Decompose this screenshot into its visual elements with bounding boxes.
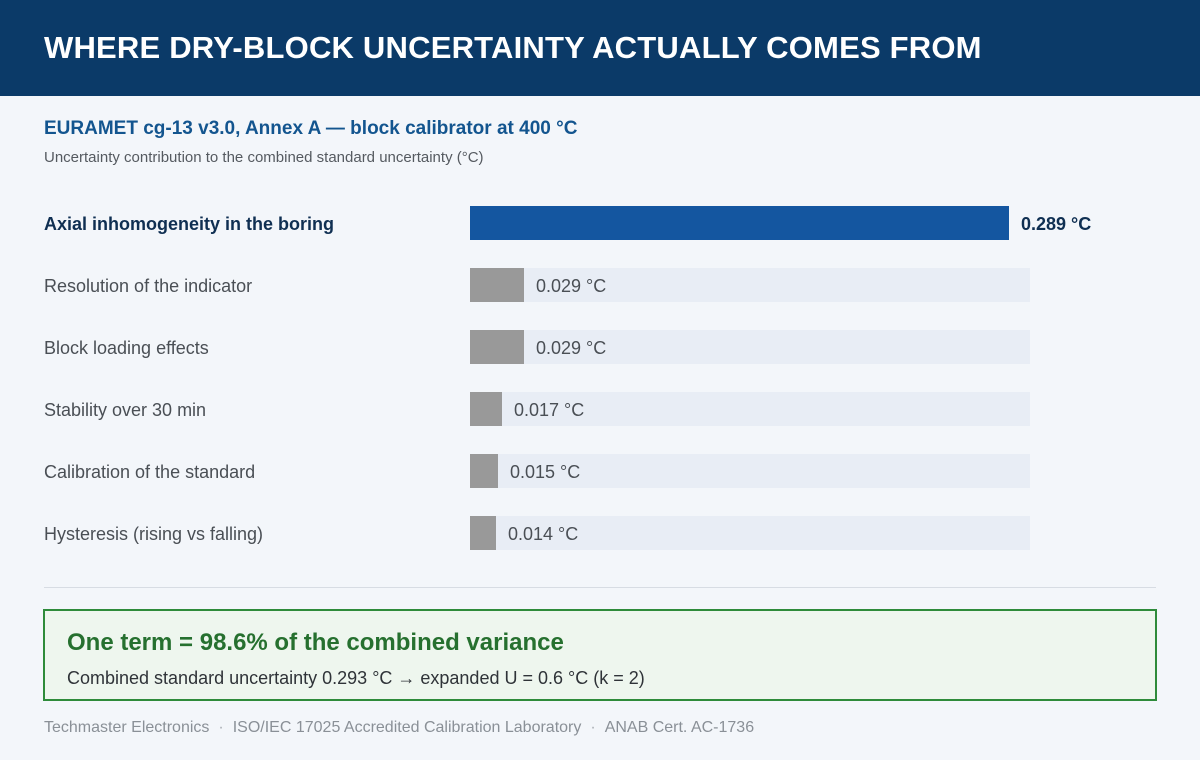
footer-separator: · [590, 719, 596, 736]
chart-title: EURAMET cg-13 v3.0, Annex A — block cali… [44, 118, 578, 139]
footer-lab: ISO/IEC 17025 Accredited Calibration Lab… [232, 719, 582, 736]
bar [470, 454, 498, 488]
callout-body: Combined standard uncertainty 0.293 °C →… [67, 668, 645, 688]
footer-cert: ANAB Cert. AC-1736 [604, 719, 755, 736]
bar-category-label: Resolution of the indicator [44, 276, 253, 296]
bar-category-label: Hysteresis (rising vs falling) [44, 524, 264, 544]
bar-category-label: Block loading effects [44, 338, 209, 358]
bar [470, 330, 524, 364]
bar-value-label: 0.014 °C [508, 524, 579, 544]
bar-category-label: Calibration of the standard [44, 462, 256, 482]
header-banner: WHERE DRY-BLOCK UNCERTAINTY ACTUALLY COM… [0, 0, 1200, 96]
bar [470, 268, 524, 302]
summary-callout: One term = 98.6% of the combined varianc… [43, 609, 1157, 701]
bar [470, 392, 502, 426]
bar-track [470, 454, 1030, 488]
bar-value-label: 0.029 °C [536, 276, 607, 296]
bar-track [470, 392, 1030, 426]
bar-track [470, 268, 1030, 302]
bar-track [470, 516, 1030, 550]
bar-chart: Axial inhomogeneity in the boring 0.289 °… [44, 206, 1092, 550]
footer-org: Techmaster Electronics [44, 719, 210, 736]
callout-headline: One term = 98.6% of the combined varianc… [67, 629, 564, 656]
bar-category-label: Axial inhomogeneity in the boring [44, 214, 335, 234]
bar-value-label: 0.289 °C [1021, 214, 1092, 234]
bar-value-label: 0.029 °C [536, 338, 607, 358]
bar-track [470, 330, 1030, 364]
bar [470, 516, 496, 550]
bar-value-label: 0.017 °C [514, 400, 585, 420]
page-title: WHERE DRY-BLOCK UNCERTAINTY ACTUALLY COM… [44, 30, 982, 65]
divider [44, 587, 1156, 588]
footer-separator: · [218, 719, 224, 736]
bar [470, 206, 1009, 240]
bar-value-label: 0.015 °C [510, 462, 581, 482]
footer: Techmaster Electronics · ISO/IEC 17025 Acc… [44, 719, 754, 737]
chart-subtitle: Uncertainty contribution to the combined… [44, 149, 484, 166]
bar-category-label: Stability over 30 min [44, 400, 207, 420]
